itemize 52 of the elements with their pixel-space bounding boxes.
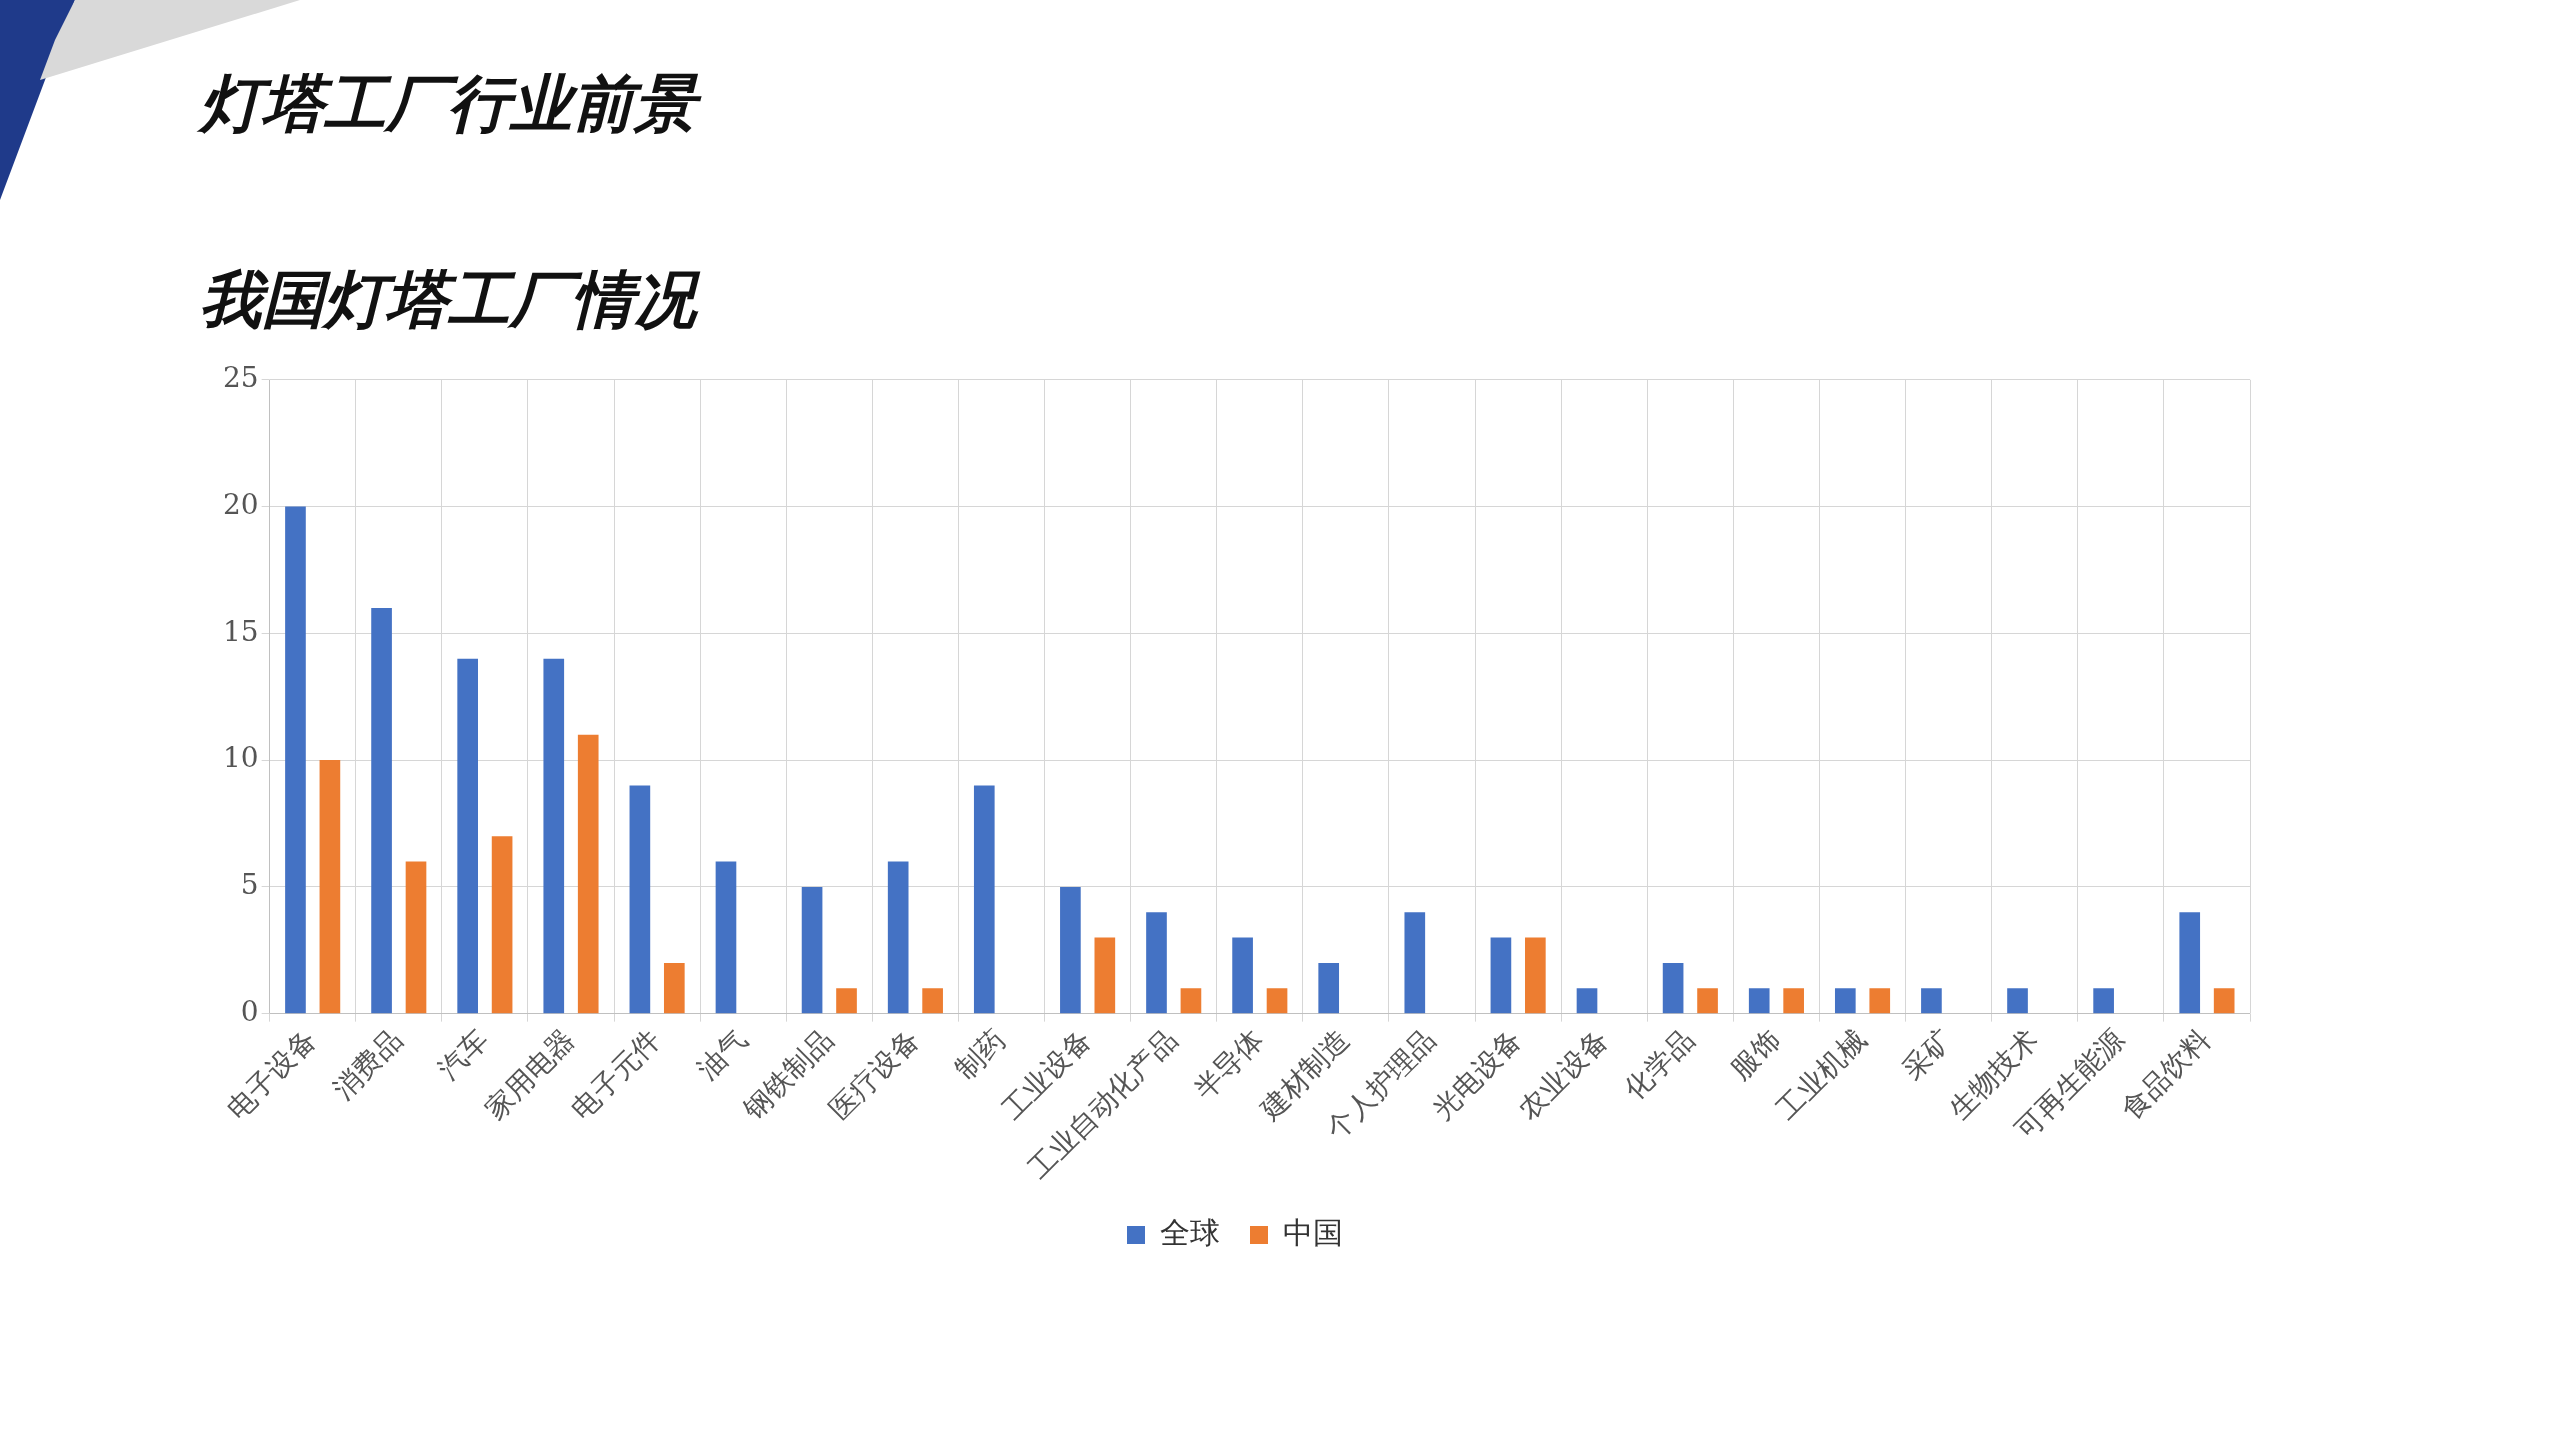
bar xyxy=(1834,988,1856,1014)
bar xyxy=(405,861,427,1014)
bar xyxy=(663,962,685,1014)
bar xyxy=(1490,937,1512,1014)
bar xyxy=(801,886,823,1014)
bar xyxy=(1748,988,1770,1014)
x-tick-label: 化学品 xyxy=(1617,1023,1701,1107)
bar xyxy=(1697,988,1718,1014)
bar xyxy=(1266,988,1288,1014)
bar xyxy=(2093,988,2114,1014)
bar xyxy=(1921,988,1942,1014)
bar xyxy=(577,734,599,1014)
x-tick-label: 汽车 xyxy=(432,1023,495,1087)
bar xyxy=(2213,988,2235,1014)
y-tick-label: 15 xyxy=(222,614,259,648)
bar xyxy=(491,836,513,1014)
x-tick-label: 服饰 xyxy=(1723,1023,1787,1087)
bar xyxy=(371,607,392,1014)
bar xyxy=(836,988,857,1014)
x-tick-label: 制药 xyxy=(948,1023,1012,1087)
bar xyxy=(1662,962,1684,1014)
bar xyxy=(457,658,478,1014)
y-tick-label: 25 xyxy=(222,361,259,395)
y-tick-label: 10 xyxy=(222,741,259,775)
bar xyxy=(1060,886,1081,1014)
bar xyxy=(922,988,943,1014)
x-tick-label: 消费品 xyxy=(326,1023,409,1107)
bar xyxy=(887,861,909,1014)
bar xyxy=(1869,988,1891,1014)
bar xyxy=(285,506,306,1014)
bar xyxy=(1404,912,1426,1014)
legend-label: 全球 xyxy=(1160,1216,1220,1250)
y-tick-label: 5 xyxy=(240,868,259,902)
bar xyxy=(1525,937,1546,1014)
bar xyxy=(1146,912,1167,1014)
y-tick-label: 20 xyxy=(222,487,259,521)
x-tick-label: 油气 xyxy=(690,1023,754,1087)
bar xyxy=(1180,988,1202,1014)
x-tick-label: 采矿 xyxy=(1895,1023,1959,1087)
bar xyxy=(973,785,995,1014)
bar xyxy=(629,785,651,1014)
bar xyxy=(1232,937,1253,1014)
bar xyxy=(715,861,737,1014)
bar xyxy=(1318,962,1340,1014)
bar xyxy=(543,658,565,1014)
bar xyxy=(1783,988,1804,1014)
bar xyxy=(1576,988,1598,1014)
legend-label: 中国 xyxy=(1283,1216,1343,1250)
bar xyxy=(2007,988,2028,1014)
bar xyxy=(1094,937,1116,1014)
bar xyxy=(319,760,341,1014)
bar xyxy=(2179,912,2201,1014)
